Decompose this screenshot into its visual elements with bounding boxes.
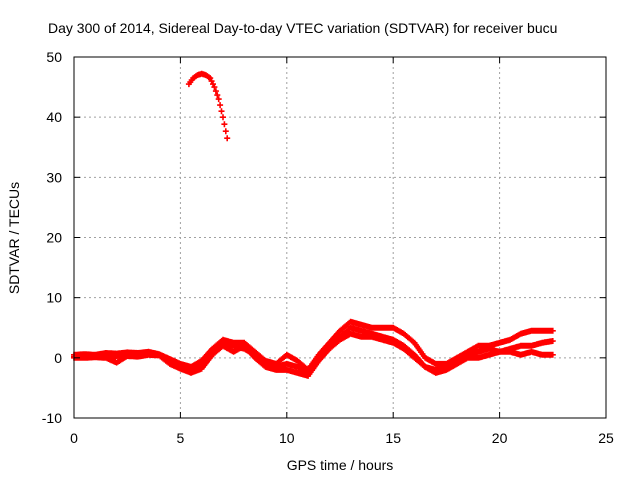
series-layer bbox=[71, 70, 556, 379]
grid-lines bbox=[74, 57, 606, 418]
series-arc-4 bbox=[185, 70, 231, 142]
data-point-markers bbox=[71, 330, 556, 379]
y-tick-label: 40 bbox=[46, 109, 62, 125]
x-tick-label: 0 bbox=[70, 430, 78, 446]
x-tick-label: 10 bbox=[279, 430, 295, 446]
x-tick-label: 5 bbox=[177, 430, 185, 446]
y-tick-label: 0 bbox=[54, 350, 62, 366]
x-tick-label: 15 bbox=[385, 430, 401, 446]
chart-title: Day 300 of 2014, Sidereal Day-to-day VTE… bbox=[48, 20, 557, 36]
y-tick-label: 10 bbox=[46, 290, 62, 306]
tick-labels: 0 5 10 15 20 25 -10 0 10 20 30 40 50 bbox=[42, 49, 614, 446]
series-arc-3 bbox=[71, 330, 556, 379]
axis-ticks bbox=[73, 56, 607, 419]
x-axis-label: GPS time / hours bbox=[287, 457, 394, 473]
x-tick-label: 25 bbox=[598, 430, 614, 446]
y-tick-label: 20 bbox=[46, 230, 62, 246]
y-axis-label: SDTVAR / TECUs bbox=[6, 182, 22, 294]
x-tick-label: 20 bbox=[492, 430, 508, 446]
y-tick-label: 50 bbox=[46, 49, 62, 65]
data-point-markers bbox=[185, 70, 231, 142]
y-tick-label: -10 bbox=[42, 410, 62, 426]
y-tick-label: 30 bbox=[46, 169, 62, 185]
